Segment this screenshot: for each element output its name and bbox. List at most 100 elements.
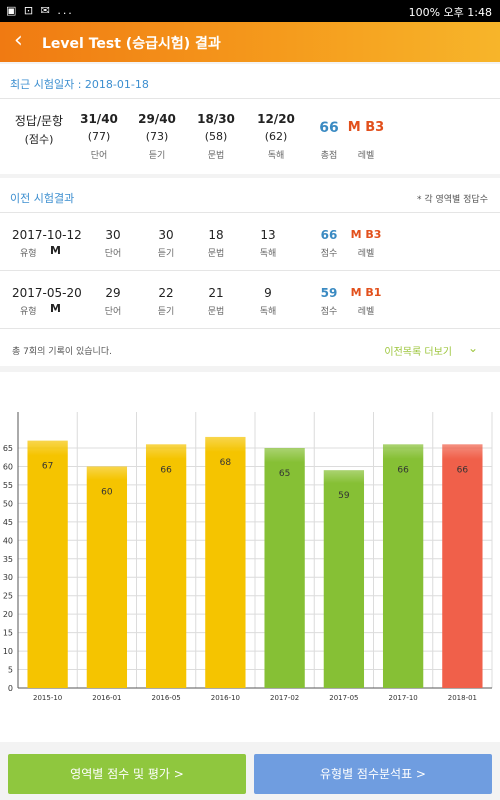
prev-row-2-type-label: 유형 <box>20 307 37 317</box>
chevron-down-icon[interactable]: ⌄ <box>467 341 478 355</box>
prev-row-1-type: M <box>50 244 61 257</box>
x-tick-label: 2016-05 <box>152 694 181 702</box>
prev-row-2-type: M <box>50 302 61 315</box>
type-analysis-button[interactable]: 유형별 점수분석표 > <box>254 754 492 794</box>
y-tick-label: 50 <box>3 499 13 508</box>
total-records-text: 총 7회의 기록이 있습니다. <box>12 347 112 357</box>
y-tick-label: 55 <box>3 481 13 490</box>
y-tick-label: 45 <box>3 518 13 527</box>
x-tick-label: 2015-10 <box>33 694 62 702</box>
recent-total-label: 총점 <box>320 151 338 161</box>
x-tick-label: 2017-02 <box>270 694 299 702</box>
app-bar: ‹ Level Test (승급시험) 결과 <box>0 22 500 62</box>
prev-row-1-vocab-label: 단어 <box>104 249 122 259</box>
prev-row-1-listening-label: 듣기 <box>157 249 175 259</box>
bar <box>205 436 246 688</box>
divider <box>0 328 500 329</box>
prev-row-2-reading: 9 <box>264 286 272 300</box>
bar-value-label: 66 <box>160 465 172 475</box>
bar <box>323 470 365 688</box>
bar <box>442 444 483 688</box>
bar-value-label: 66 <box>457 465 469 475</box>
prev-row-1-type-label: 유형 <box>20 249 37 259</box>
notification-icons: ▣ ⊡ ✉ ... <box>6 4 74 17</box>
more-history-link[interactable]: 이전목록 더보기 <box>384 347 452 358</box>
prev-row-1-score: 66 <box>320 228 338 242</box>
prev-row-2-grammar-label: 문법 <box>207 307 225 317</box>
previous-title: 이전 시험결과 <box>10 192 75 205</box>
prev-row-1-score-label: 점수 <box>320 249 338 259</box>
divider <box>0 98 500 99</box>
row-label: 정답/문항 <box>14 114 64 128</box>
recent-grammar-score: (58) <box>204 130 228 143</box>
status-bar: ▣ ⊡ ✉ ... 100% 오후 1:48 <box>0 0 500 22</box>
page-title: Level Test (승급시험) 결과 <box>42 36 221 52</box>
recent-total-score: 66 <box>319 120 339 136</box>
recent-listening-fraction: 29/40 <box>138 112 176 126</box>
prev-row-1-grammar-label: 문법 <box>207 249 225 259</box>
recent-date-title: 최근 시험일자 : 2018-01-18 <box>10 78 149 91</box>
prev-row-2-vocab: 29 <box>105 286 121 300</box>
recent-grammar-label: 문법 <box>207 151 225 161</box>
previous-results-card: 이전 시험결과 * 각 영역별 정답수 2017-10-12 유형 M 30 단… <box>0 178 500 366</box>
prev-row-1-reading-label: 독해 <box>259 249 277 259</box>
prev-row-2-listening: 22 <box>158 286 174 300</box>
bar-value-label: 65 <box>279 469 290 479</box>
prev-row-1-vocab: 30 <box>105 228 121 242</box>
recent-vocab-label: 단어 <box>90 151 108 161</box>
prev-row-1-listening: 30 <box>158 228 174 242</box>
recent-grammar-fraction: 18/30 <box>197 112 235 126</box>
prev-row-1-grammar: 18 <box>208 228 224 242</box>
prev-row-2-level: M B1 <box>350 286 382 299</box>
recent-reading-label: 독해 <box>267 151 285 161</box>
score-bar-chart: 0 5 10 15 20 25 30 35 40 45 50 55 60 65 67 2015-10 60 201… <box>3 412 493 702</box>
recent-listening-score: (73) <box>145 130 169 143</box>
prev-row-2-score-label: 점수 <box>320 307 338 317</box>
divider <box>0 270 500 271</box>
prev-row-2-date: 2017-05-20 <box>12 286 82 300</box>
y-tick-label: 65 <box>3 444 13 453</box>
bar-value-label: 59 <box>338 491 350 501</box>
recent-level: M B3 <box>347 120 385 135</box>
y-tick-label: 20 <box>3 610 13 619</box>
recent-vocab-fraction: 31/40 <box>80 112 118 126</box>
area-score-button[interactable]: 영역별 점수 및 평가 > <box>8 754 246 794</box>
divider <box>0 212 500 213</box>
bar <box>27 440 68 688</box>
x-tick-label: 2017-05 <box>329 694 358 702</box>
y-tick-label: 0 <box>8 684 13 693</box>
prev-row-1-level-label: 레벨 <box>357 249 375 259</box>
bar-value-label: 60 <box>101 487 113 497</box>
bar-value-label: 68 <box>220 458 232 468</box>
bar <box>264 448 305 688</box>
y-tick-label: 15 <box>3 629 13 638</box>
y-tick-label: 60 <box>3 462 13 471</box>
bar-value-label: 66 <box>397 465 409 475</box>
prev-row-2-vocab-label: 단어 <box>104 307 122 317</box>
recent-vocab-score: (77) <box>87 130 111 143</box>
bar <box>86 466 128 688</box>
status-right: 100% 오후 1:48 <box>408 6 492 19</box>
recent-reading-fraction: 12/20 <box>257 112 295 126</box>
x-tick-label: 2016-10 <box>211 694 240 702</box>
prev-row-2-score: 59 <box>320 286 338 300</box>
prev-row-2-reading-label: 독해 <box>259 307 277 317</box>
prev-row-2-grammar: 21 <box>208 286 224 300</box>
prev-row-2-listening-label: 듣기 <box>157 307 175 317</box>
prev-row-1-date: 2017-10-12 <box>12 228 82 242</box>
x-tick-label: 2018-01 <box>448 694 477 702</box>
recent-result-card: 최근 시험일자 : 2018-01-18 정답/문항 (점수) 31/40 (7… <box>0 64 500 174</box>
y-tick-label: 10 <box>3 647 13 656</box>
prev-row-1-level: M B3 <box>350 228 382 241</box>
x-tick-label: 2017-10 <box>389 694 418 702</box>
per-area-note: * 각 영역별 정답수 <box>416 195 488 205</box>
y-tick-label: 30 <box>3 573 13 582</box>
y-tick-label: 5 <box>8 666 13 675</box>
back-icon[interactable]: ‹ <box>14 28 23 53</box>
score-chart-card: 0 5 10 15 20 25 30 35 40 45 50 55 60 65 67 2015-10 60 201… <box>0 372 500 742</box>
row-sublabel: (점수) <box>24 133 54 146</box>
bar <box>382 444 424 688</box>
x-tick-label: 2016-01 <box>92 694 121 702</box>
y-tick-label: 40 <box>3 536 13 545</box>
prev-row-2-level-label: 레벨 <box>357 307 375 317</box>
